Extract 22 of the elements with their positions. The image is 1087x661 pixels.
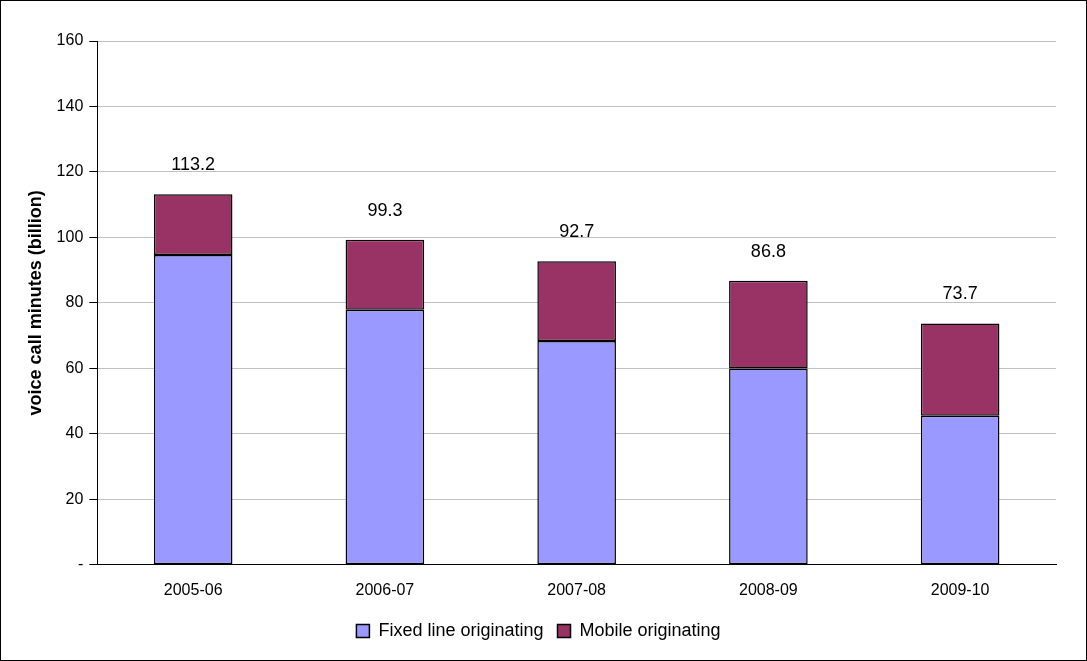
- legend-label: Fixed line originating: [378, 619, 544, 640]
- x-tick-label: 2008-09: [739, 580, 798, 598]
- total-label: 92.7: [559, 221, 595, 242]
- y-tick-label: 160: [56, 31, 84, 49]
- y-tick-label: 40: [65, 424, 84, 442]
- y-tick-label: 60: [65, 358, 84, 376]
- y-tick-label: -: [77, 555, 84, 573]
- y-tick-label: 80: [65, 293, 84, 311]
- total-label: 99.3: [367, 199, 403, 220]
- x-tick-label: 2005-06: [163, 580, 223, 598]
- total-label: 86.8: [750, 240, 786, 261]
- y-tick-label: 140: [56, 96, 84, 114]
- y-tick-label: 120: [56, 162, 84, 180]
- x-tick-label: 2009-10: [930, 580, 990, 598]
- legend-label: Mobile originating: [579, 619, 721, 640]
- y-tick-label: 100: [56, 227, 84, 245]
- x-tick-label: 2007-08: [547, 580, 607, 598]
- x-tick-label: 2006-07: [355, 580, 415, 598]
- total-label: 73.7: [942, 283, 978, 304]
- y-tick-label: 20: [65, 489, 84, 507]
- y-axis-title: voice call minutes (billion): [24, 190, 45, 416]
- total-label: 113.2: [171, 154, 216, 175]
